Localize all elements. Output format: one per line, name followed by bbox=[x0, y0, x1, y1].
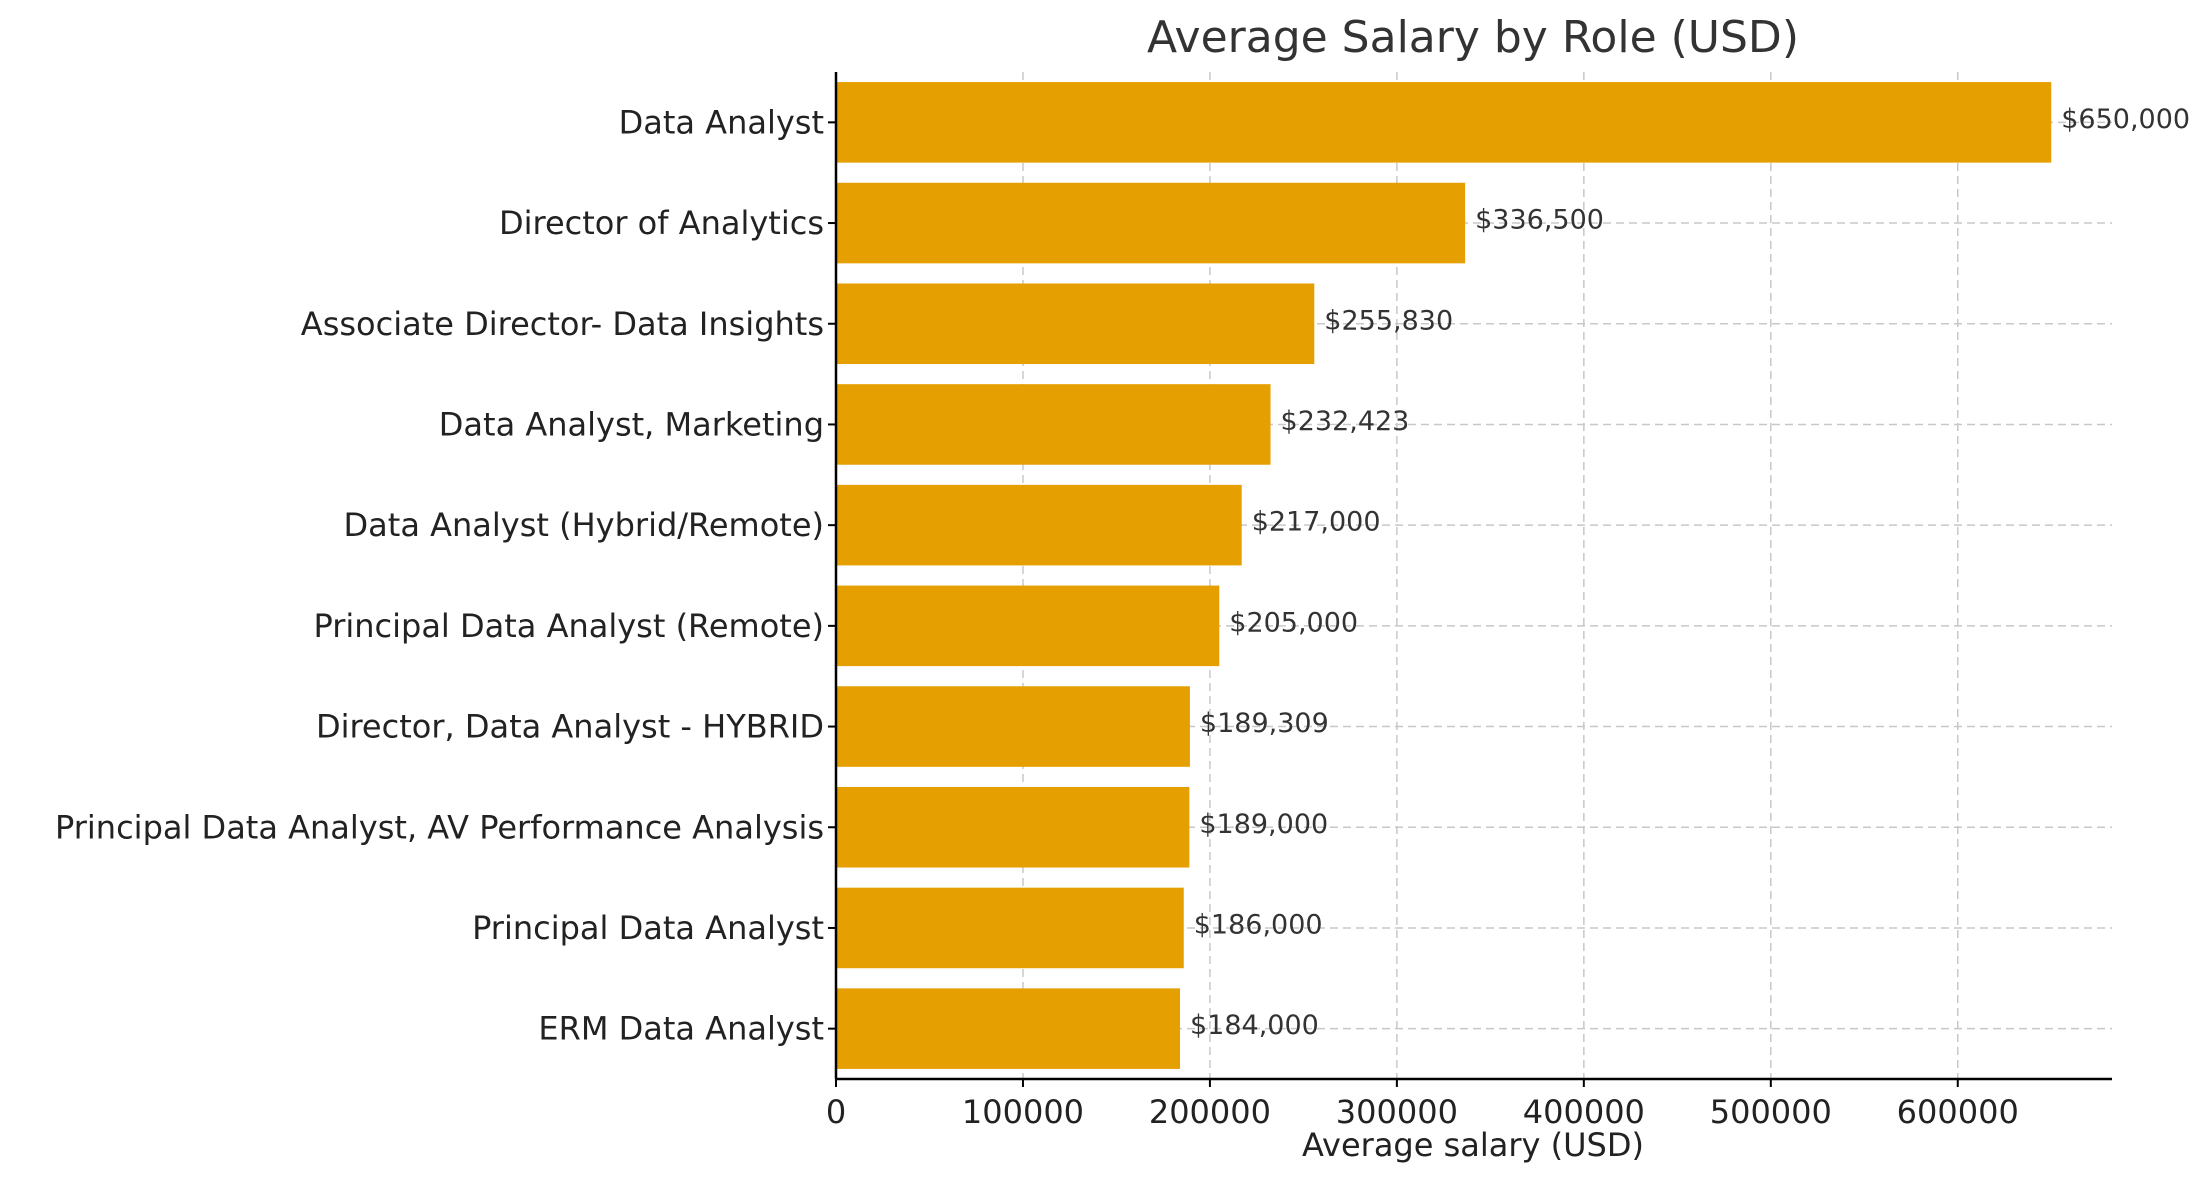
value-label: $189,309 bbox=[1200, 708, 1329, 739]
bar bbox=[836, 182, 1466, 264]
value-label: $650,000 bbox=[2061, 104, 2190, 135]
value-label: $255,830 bbox=[1324, 305, 1453, 336]
category-label: Principal Data Analyst (Remote) bbox=[313, 607, 824, 645]
category-labels: Data Analyst Director of Analytics Associa… bbox=[55, 103, 824, 1047]
bar bbox=[836, 887, 1184, 969]
category-label: Data Analyst bbox=[619, 103, 824, 141]
x-axis-label: Average salary (USD) bbox=[1302, 1126, 1644, 1164]
category-label: Principal Data Analyst, AV Performance A… bbox=[55, 808, 824, 846]
bar bbox=[836, 384, 1271, 465]
bar bbox=[836, 988, 1181, 1069]
x-tick-label: 600000 bbox=[1897, 1093, 2019, 1131]
value-label: $184,000 bbox=[1190, 1010, 1319, 1041]
bar bbox=[836, 283, 1315, 365]
chart-title: Average Salary by Role (USD) bbox=[1147, 12, 1799, 63]
category-label: Director, Data Analyst - HYBRID bbox=[316, 708, 824, 746]
category-label: Data Analyst, Marketing bbox=[439, 405, 824, 443]
value-label: $336,500 bbox=[1475, 205, 1604, 236]
x-axis-ticks: 0 100000 200000 300000 400000 500000 600000 bbox=[826, 121, 2019, 1131]
value-label: $186,000 bbox=[1194, 909, 1323, 940]
x-tick-label: 200000 bbox=[1149, 1093, 1271, 1131]
x-tick-label: 400000 bbox=[1523, 1093, 1645, 1131]
bar bbox=[836, 786, 1190, 868]
bar bbox=[836, 585, 1220, 667]
x-tick-label: 500000 bbox=[1710, 1093, 1832, 1131]
value-label: $189,000 bbox=[1199, 809, 1328, 840]
bar bbox=[836, 686, 1190, 767]
value-label: $205,000 bbox=[1229, 607, 1358, 638]
category-label: Data Analyst (Hybrid/Remote) bbox=[344, 506, 824, 544]
bar bbox=[836, 484, 1242, 566]
x-tick-label: 0 bbox=[826, 1093, 846, 1131]
category-label: Associate Director- Data Insights bbox=[301, 305, 824, 343]
bar bbox=[836, 82, 2052, 163]
category-label: ERM Data Analyst bbox=[538, 1010, 824, 1048]
value-label: $232,423 bbox=[1281, 406, 1410, 437]
bars bbox=[836, 82, 2052, 1069]
x-tick-label: 100000 bbox=[962, 1093, 1084, 1131]
value-label: $217,000 bbox=[1252, 507, 1381, 538]
category-label: Principal Data Analyst bbox=[472, 909, 824, 947]
x-tick-label: 300000 bbox=[1336, 1093, 1458, 1131]
value-labels: $650,000 $336,500 $255,830 $232,423 $217,000… bbox=[1190, 104, 2190, 1041]
category-label: Director of Analytics bbox=[499, 204, 824, 242]
